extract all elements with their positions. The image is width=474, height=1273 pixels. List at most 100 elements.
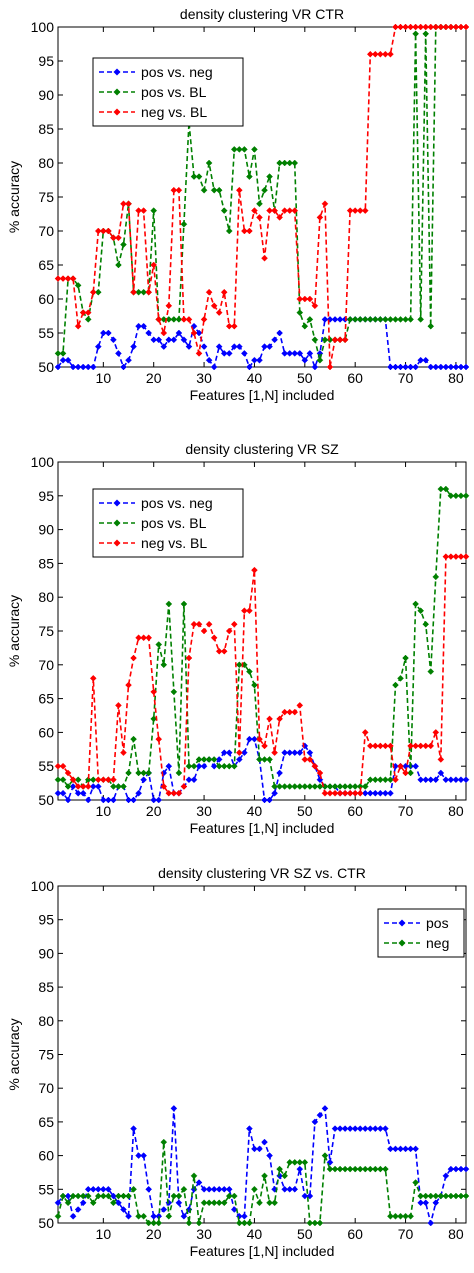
data-point <box>291 708 299 716</box>
data-point <box>392 1212 399 1220</box>
data-point <box>427 322 435 330</box>
data-point <box>175 186 183 194</box>
legend-marker <box>398 919 406 927</box>
data-point <box>220 1199 228 1207</box>
y-tick-label: 50 <box>38 1215 54 1231</box>
data-point <box>316 214 324 221</box>
data-point <box>210 363 218 371</box>
data-point <box>361 207 369 214</box>
data-point <box>74 322 82 330</box>
data-point <box>150 796 158 804</box>
data-point <box>140 769 147 777</box>
data-point <box>170 316 178 323</box>
chart-title: density clustering VR CTR <box>180 6 344 22</box>
data-point <box>397 1145 404 1153</box>
data-point <box>220 749 228 757</box>
data-point <box>200 1199 208 1207</box>
data-point <box>462 553 470 560</box>
series-3 <box>54 23 470 371</box>
data-point <box>432 1199 440 1207</box>
data-point <box>54 1212 62 1220</box>
data-point <box>387 363 394 371</box>
data-point <box>251 207 258 214</box>
data-point <box>195 620 203 628</box>
data-point <box>457 492 465 500</box>
data-point <box>266 1199 273 1207</box>
data-point <box>271 207 278 214</box>
y-tick-label: 75 <box>38 623 54 639</box>
data-point <box>120 200 127 208</box>
y-tick-label: 100 <box>31 454 55 470</box>
data-point <box>412 1145 419 1153</box>
data-point <box>84 316 92 323</box>
data-point <box>281 350 289 357</box>
data-point <box>84 783 92 790</box>
data-point <box>346 783 354 790</box>
data-point <box>457 23 465 31</box>
x-axis-label: Features [1,N] included <box>190 820 335 836</box>
data-point <box>311 1118 319 1126</box>
y-tick-label: 80 <box>38 589 54 605</box>
data-point <box>251 566 258 574</box>
legend-label: pos vs. BL <box>141 84 207 100</box>
data-point <box>457 363 465 371</box>
data-point <box>170 186 178 194</box>
x-tick-label: 30 <box>196 370 212 386</box>
data-point <box>286 749 294 757</box>
data-point <box>366 789 374 797</box>
data-point <box>412 742 419 750</box>
data-point <box>115 1199 122 1207</box>
data-point <box>251 356 258 364</box>
data-point <box>256 200 263 208</box>
data-point <box>241 1212 248 1220</box>
data-point <box>64 275 72 282</box>
data-point <box>422 23 430 31</box>
data-point <box>382 789 389 797</box>
data-point <box>432 23 440 31</box>
data-point <box>74 789 82 797</box>
data-point <box>432 729 440 736</box>
data-point <box>422 30 430 38</box>
data-point <box>281 1185 289 1193</box>
data-point <box>301 322 309 330</box>
data-point <box>246 173 253 180</box>
data-point <box>195 173 203 180</box>
data-point <box>447 776 455 784</box>
data-point <box>135 288 142 296</box>
data-point <box>94 227 102 235</box>
data-point <box>205 1199 213 1207</box>
data-point <box>296 783 304 790</box>
data-point <box>54 789 62 797</box>
data-point <box>387 316 394 323</box>
x-tick-label: 80 <box>448 370 464 386</box>
data-point <box>356 1125 364 1132</box>
data-point <box>155 735 163 743</box>
data-point <box>246 1219 253 1227</box>
legend-label: neg vs. BL <box>141 104 207 120</box>
data-point <box>457 1165 465 1173</box>
data-point <box>200 343 208 350</box>
data-point <box>346 207 354 214</box>
data-point <box>306 783 314 790</box>
data-point <box>64 796 72 804</box>
data-point <box>150 336 158 344</box>
data-point <box>195 1219 203 1227</box>
data-point <box>306 350 314 357</box>
data-point <box>281 708 289 716</box>
data-point <box>215 1199 223 1207</box>
data-point <box>442 23 450 31</box>
data-point <box>407 316 414 323</box>
data-point <box>457 776 465 784</box>
data-point <box>205 620 213 628</box>
data-point <box>452 776 460 784</box>
data-point <box>251 1145 258 1153</box>
data-point <box>447 1165 455 1173</box>
data-point <box>230 146 238 153</box>
data-point <box>301 1158 309 1166</box>
data-point <box>230 322 238 330</box>
data-point <box>170 1105 178 1112</box>
data-point <box>160 661 168 669</box>
data-point <box>241 607 248 615</box>
y-tick-label: 90 <box>38 87 54 103</box>
data-point <box>331 316 339 323</box>
